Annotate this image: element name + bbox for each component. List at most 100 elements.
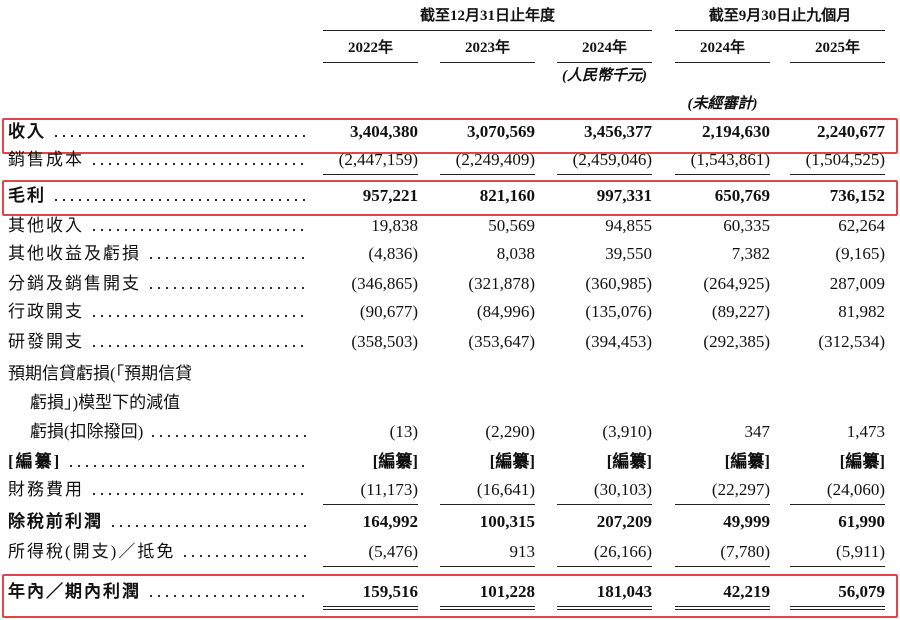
cell-value: [編纂] [489,452,535,471]
column-rule [557,62,652,63]
cell-value: 3,404,380 [350,122,418,141]
dot-leader [90,344,308,348]
cell-value: (90,677) [359,302,418,321]
cell-value: 42,219 [723,582,770,601]
cell-value: (11,173) [360,480,418,499]
cell-value: (3,910) [602,422,652,441]
row-label: 年內／期內利潤 [8,582,141,601]
total-rule [440,606,535,607]
cell-value: (321,878) [468,274,535,293]
dot-leader [67,464,308,468]
group-rule [675,30,885,31]
cell-value: 164,992 [362,512,418,531]
dot-leader [90,228,308,232]
subtotal-rule [790,504,885,505]
cell-value: 287,009 [829,274,885,293]
cell-value: [編纂] [606,452,652,471]
row-label: 其他收入 [8,216,84,235]
column-rule [323,62,418,63]
cell-value: 94,855 [605,216,652,235]
subtotal-rule [557,174,652,175]
dot-leader [147,256,308,260]
cell-value: 957,221 [362,186,418,205]
subtotal-rule [440,174,535,175]
cell-value: 997,331 [596,186,652,205]
dot-leader [109,524,308,528]
total-rule [675,606,770,607]
subtotal-rule [440,504,535,505]
column-year: 2023年 [464,40,510,56]
cell-value: 60,335 [723,216,770,235]
cell-value: 3,456,377 [584,122,652,141]
cell-value: 7,382 [731,244,770,263]
cell-value: (5,911) [836,542,885,561]
cell-value: (13) [389,422,418,441]
total-rule [790,609,885,610]
subtotal-rule [675,566,770,567]
row-label: [編纂] [8,452,62,471]
cell-value: 39,550 [605,244,652,263]
subtotal-rule [557,504,652,505]
highlight-box [2,118,898,154]
cell-value: (292,385) [703,332,770,351]
cell-value: 1,473 [846,422,885,441]
column-year: 2025年 [814,40,860,56]
cell-value: 2,240,677 [817,122,885,141]
row-label: 分銷及銷售開支 [8,274,141,293]
column-rule [675,62,770,63]
row-label: 財務費用 [8,480,84,499]
row-label: 虧損」)模型下的減值 [30,393,181,412]
dot-leader [147,286,308,290]
highlight-box [2,180,898,216]
total-rule [323,606,418,607]
row-label: 研發開支 [8,332,84,351]
cell-value: 81,982 [838,302,885,321]
cell-value: (312,534) [818,332,885,351]
cell-value: (4,836) [368,244,418,263]
cell-value: (346,865) [351,274,418,293]
cell-value: (353,647) [468,332,535,351]
cell-value: (264,925) [703,274,770,293]
total-rule [557,609,652,610]
cell-value: 2,194,630 [702,122,770,141]
row-label: 銷售成本 [8,150,84,169]
cell-value: (2,290) [485,422,535,441]
cell-value: 101,228 [479,582,535,601]
group-header: 截至9月30日止九個月 [708,8,852,24]
cell-value: 207,209 [596,512,652,531]
group-header: 截至12月31日止年度 [419,8,555,24]
total-rule [323,609,418,610]
cell-value: (1,543,861) [690,150,770,169]
cell-value: (2,249,409) [455,150,535,169]
subtotal-rule [675,174,770,175]
cell-value: (1,504,525) [805,150,885,169]
highlight-box [2,574,898,618]
cell-value: (5,476) [368,542,418,561]
column-year: 2024年 [581,40,627,56]
cell-value: (89,227) [711,302,770,321]
column-rule [790,62,885,63]
subtotal-rule [790,174,885,175]
cell-value: (358,503) [351,332,418,351]
group-rule [323,30,652,31]
cell-value: 913 [509,542,536,561]
cell-value: [編纂] [724,452,770,471]
subtotal-rule [440,566,535,567]
cell-value: 821,160 [479,186,535,205]
row-label: 收入 [8,122,46,141]
subtotal-rule [323,504,418,505]
cell-value: 736,152 [829,186,885,205]
dot-leader [90,162,308,166]
cell-value: (30,103) [593,480,652,499]
cell-value: (394,453) [585,332,652,351]
total-rule [790,606,885,607]
dot-leader [147,594,308,598]
row-label: 除稅前利潤 [8,512,103,531]
cell-value: 8,038 [496,244,535,263]
dot-leader [149,434,308,438]
cell-value: 650,769 [714,186,770,205]
total-rule [675,609,770,610]
cell-value: (2,459,046) [572,150,652,169]
cell-value: 347 [744,422,771,441]
cell-value: (2,447,159) [338,150,418,169]
